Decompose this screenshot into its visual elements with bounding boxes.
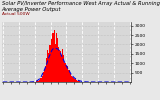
Bar (63, 55, 64, 82)
Bar (67, 71, 69, 82)
Bar (48, 53, 49, 82)
Bar (40, 78, 41, 82)
Bar (71, 76, 72, 82)
Bar (52, 33, 54, 82)
Bar (45, 66, 46, 82)
Text: Actual 500W: Actual 500W (2, 12, 29, 16)
Bar (65, 63, 66, 82)
Bar (58, 47, 59, 82)
Bar (77, 81, 78, 82)
Bar (41, 78, 42, 82)
Bar (60, 51, 61, 82)
Text: Solar PV/Inverter Performance West Array Actual & Running Average Power Output: Solar PV/Inverter Performance West Array… (2, 1, 160, 12)
Bar (79, 81, 80, 82)
Bar (78, 81, 79, 82)
Bar (73, 78, 74, 82)
Bar (36, 81, 38, 82)
Bar (51, 39, 53, 82)
Bar (72, 77, 73, 82)
Bar (76, 80, 77, 82)
Bar (75, 79, 76, 82)
Bar (57, 38, 58, 82)
Bar (64, 63, 65, 82)
Bar (49, 45, 50, 82)
Bar (62, 49, 63, 82)
Bar (39, 80, 40, 82)
Bar (47, 50, 48, 82)
Bar (61, 55, 62, 82)
Bar (54, 30, 55, 82)
Bar (46, 58, 47, 82)
Bar (56, 33, 57, 82)
Bar (50, 45, 52, 82)
Bar (68, 70, 70, 82)
Bar (44, 70, 45, 82)
Bar (66, 66, 68, 82)
Bar (42, 76, 43, 82)
Bar (70, 74, 71, 82)
Bar (74, 79, 75, 82)
Bar (38, 81, 39, 82)
Bar (43, 72, 44, 82)
Bar (59, 50, 60, 82)
Bar (55, 44, 56, 82)
